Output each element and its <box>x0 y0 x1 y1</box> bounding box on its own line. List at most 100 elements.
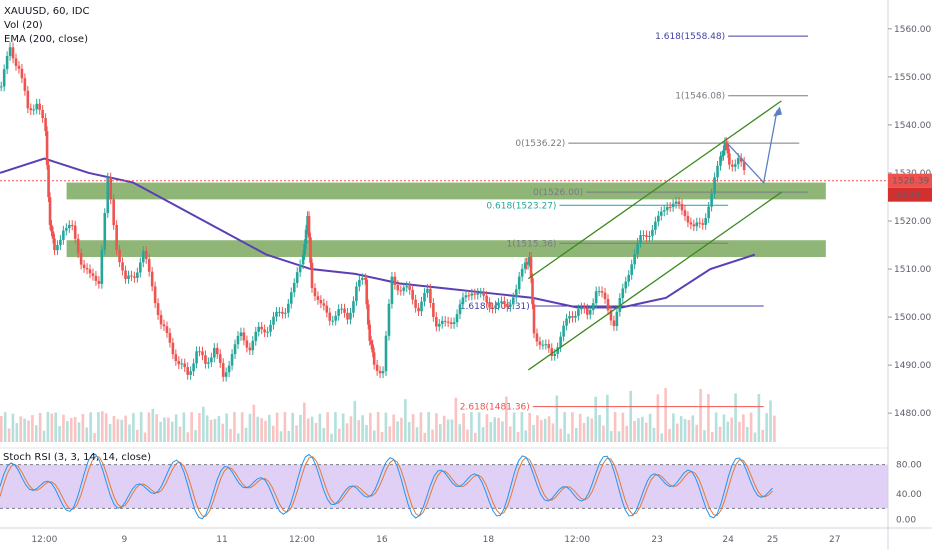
candle <box>532 304 536 334</box>
candle <box>701 223 705 225</box>
volume-bar <box>34 425 38 442</box>
candle <box>287 303 290 313</box>
volume-bar <box>773 415 776 442</box>
volume-label[interactable]: Vol (20) <box>4 20 43 31</box>
volume-bar <box>303 402 306 442</box>
candle <box>224 372 228 377</box>
volume-bar <box>435 413 438 442</box>
volume-bar <box>186 432 190 442</box>
volume-bar <box>341 413 345 442</box>
ema-label[interactable]: EMA (200, close) <box>4 34 88 45</box>
volume-bar <box>407 422 411 442</box>
volume-bar <box>170 421 174 442</box>
volume-bar <box>524 430 528 442</box>
candle <box>648 235 651 238</box>
candle <box>168 332 172 343</box>
candle <box>698 222 702 224</box>
candle <box>594 291 598 304</box>
fib-level-label: 1.618(1558.48) <box>655 32 725 42</box>
volume-bar <box>85 427 89 442</box>
candle <box>150 271 154 287</box>
candle <box>437 323 441 327</box>
candle <box>580 307 583 310</box>
volume-bar <box>516 431 520 442</box>
candle <box>289 292 293 304</box>
symbol-label[interactable]: XAUUSD, 60, IDC <box>4 6 90 17</box>
candle <box>680 204 684 211</box>
volume-bar <box>555 395 559 442</box>
y-tick-label: 1480.00 <box>894 409 931 419</box>
candle <box>591 303 595 311</box>
volume-bar <box>493 417 496 442</box>
candle <box>520 268 524 277</box>
volume-bar <box>629 390 632 442</box>
volume-bar <box>761 429 765 442</box>
candle <box>159 315 163 325</box>
candle <box>500 301 503 303</box>
candle <box>723 142 727 151</box>
volume-bar <box>419 412 423 442</box>
candle <box>233 344 237 355</box>
y-tick-label: 1540.00 <box>894 121 931 131</box>
volume-bar <box>695 424 699 442</box>
candle <box>657 215 660 222</box>
candle <box>651 229 654 236</box>
candle <box>736 157 740 165</box>
candle <box>204 355 207 364</box>
candle <box>583 307 586 309</box>
arrow-head-icon <box>773 106 782 117</box>
candle <box>485 295 488 303</box>
candle <box>544 344 548 346</box>
volume-bar <box>699 389 702 442</box>
volume-bar <box>551 423 555 442</box>
candle <box>53 238 56 251</box>
volume-bar <box>473 432 477 442</box>
candle <box>553 353 557 356</box>
candle <box>281 311 284 314</box>
candle <box>322 303 326 306</box>
volume-bar <box>376 412 380 442</box>
volume-bar <box>742 414 745 442</box>
volume-bar <box>675 423 679 442</box>
candle <box>683 210 687 217</box>
candle <box>26 90 30 109</box>
candle <box>432 303 435 317</box>
candle <box>381 371 385 374</box>
candle <box>742 161 746 171</box>
volume-bar <box>609 431 613 442</box>
volume-bar <box>190 412 193 442</box>
volume-bar <box>578 413 582 442</box>
volume-bar <box>547 416 551 442</box>
volume-bar <box>38 412 42 442</box>
volume-bar <box>77 422 81 442</box>
volume-bar <box>637 418 640 442</box>
stoch-tick-label: 0.00 <box>896 515 916 525</box>
candle <box>455 314 459 323</box>
candle <box>612 320 616 327</box>
candle <box>473 293 477 295</box>
volume-bar <box>501 421 504 442</box>
candle <box>284 312 287 314</box>
volume-bar <box>652 427 656 442</box>
stoch-d-line <box>0 455 773 517</box>
stoch-rsi-label[interactable]: Stoch RSI (3, 3, 14, 14, close) <box>3 452 151 463</box>
volume-bar <box>714 412 718 442</box>
candle <box>497 302 500 306</box>
volume-bar <box>240 412 244 442</box>
candle <box>470 293 474 296</box>
candle <box>260 326 263 330</box>
candle <box>408 286 411 290</box>
volume-bar <box>225 413 228 442</box>
candle <box>292 283 296 293</box>
candle <box>713 177 716 194</box>
volume-bar <box>372 430 376 442</box>
candle <box>70 224 74 226</box>
volume-bar <box>672 413 675 442</box>
candle <box>402 287 406 291</box>
volume-bar <box>462 413 465 442</box>
volume-bar <box>660 433 664 442</box>
candle <box>257 326 261 332</box>
volume-bar <box>392 414 395 442</box>
